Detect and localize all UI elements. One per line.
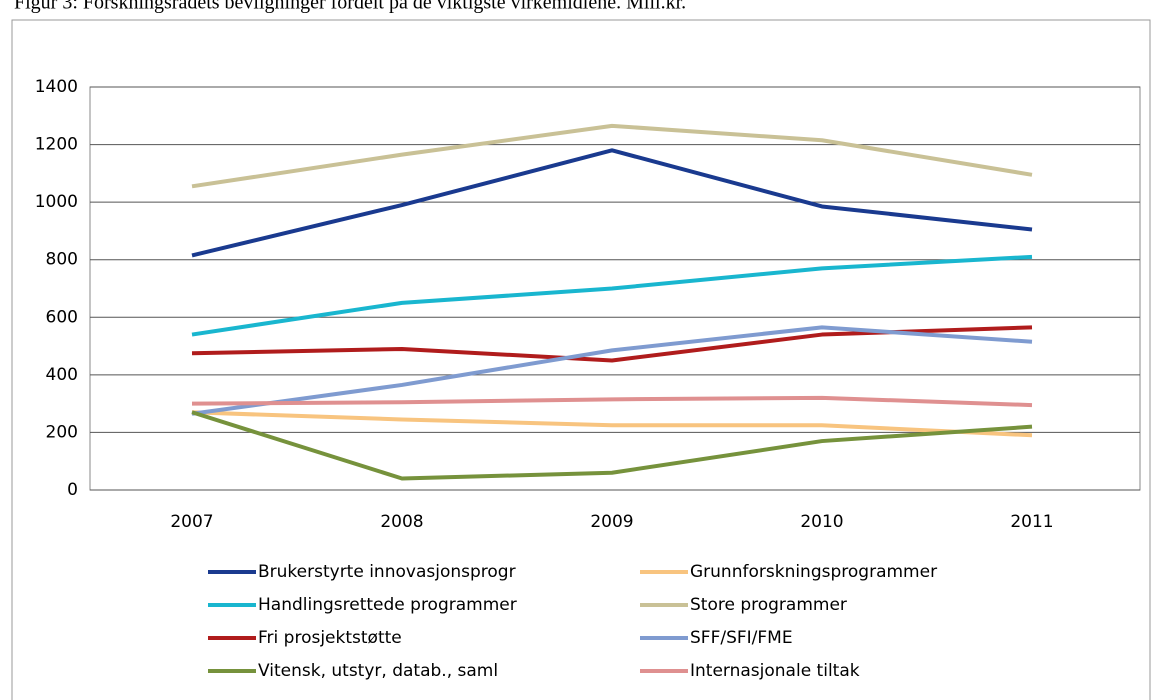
x-tick-label: 2009 (590, 512, 633, 532)
legend-label: Fri prosjektstøtte (258, 628, 402, 648)
legend-label: Store programmer (690, 595, 847, 615)
y-tick-label: 1400 (35, 77, 78, 97)
x-tick-label: 2010 (800, 512, 843, 532)
series-line (191, 123, 1033, 189)
legend-label: Internasjonale tiltak (690, 661, 860, 681)
y-tick-label: 800 (46, 250, 78, 270)
series-line (191, 395, 1033, 408)
series-line (191, 325, 1033, 416)
y-tick-label: 0 (67, 480, 78, 500)
y-tick-label: 1000 (35, 192, 78, 212)
x-tick-label: 2011 (1010, 512, 1053, 532)
series-line (191, 148, 1033, 258)
y-tick-label: 200 (46, 422, 78, 442)
legend-label: Handlingsrettede programmer (258, 595, 517, 615)
y-tick-label: 400 (46, 365, 78, 385)
legend-label: Brukerstyrte innovasjonsprogr (258, 562, 516, 582)
legend-label: SFF/SFI/FME (690, 628, 793, 648)
y-tick-label: 600 (46, 307, 78, 327)
x-tick-label: 2008 (380, 512, 423, 532)
series-line (191, 410, 1033, 438)
y-tick-label: 1200 (35, 135, 78, 155)
legend-label: Vitensk, utstyr, datab., saml (258, 661, 498, 681)
series-line (191, 254, 1033, 337)
x-tick-label: 2007 (170, 512, 213, 532)
series-line (191, 410, 1033, 481)
chart-title: Figur 3: Forskningsrådets bevilgninger f… (14, 0, 686, 14)
legend-label: Grunnforskningsprogrammer (690, 562, 937, 582)
